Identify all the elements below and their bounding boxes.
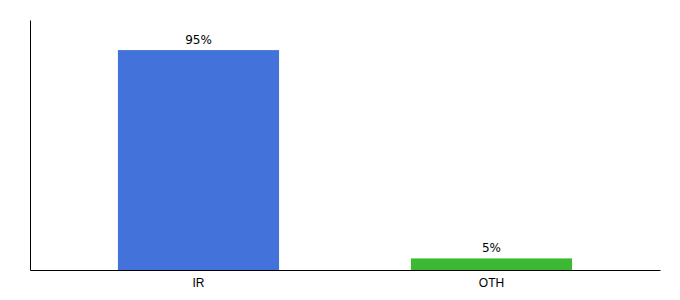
- x-tick: IR: [192, 276, 204, 290]
- chart: IR OTH 95% 5%: [0, 0, 680, 300]
- x-axis-line: [31, 270, 661, 271]
- bars: [118, 50, 572, 270]
- x-tick: OTH: [479, 276, 504, 290]
- bar: [118, 50, 279, 270]
- x-axis: IR OTH: [31, 271, 661, 290]
- data-label: 95%: [185, 33, 212, 47]
- data-labels: 95% 5%: [185, 33, 501, 255]
- bar: [411, 258, 572, 270]
- plot: IR OTH 95% 5%: [31, 21, 661, 290]
- y-axis: [30, 21, 31, 271]
- x-tick-label: OTH: [479, 276, 504, 290]
- y-axis-line: [30, 21, 31, 271]
- x-tick-label: IR: [192, 276, 204, 290]
- data-label: 5%: [482, 241, 501, 255]
